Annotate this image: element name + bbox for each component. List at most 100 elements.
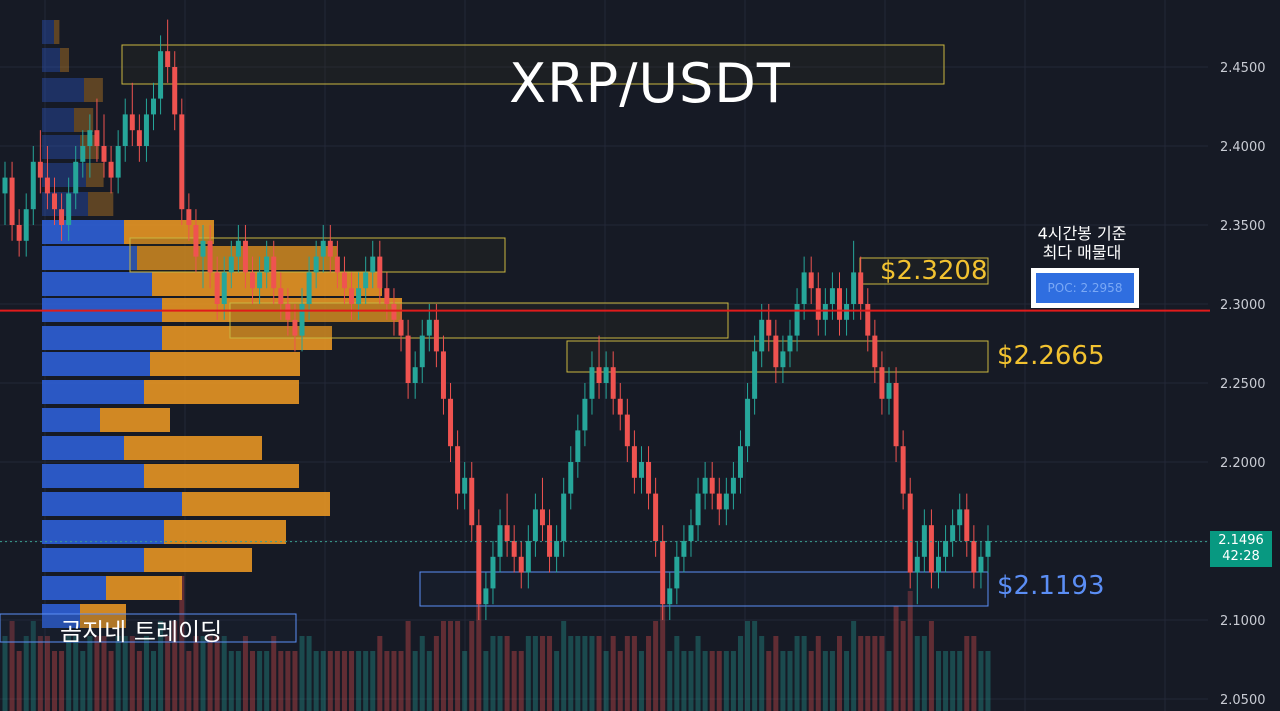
candle-body [844, 304, 850, 320]
candle-body [702, 477, 708, 494]
candle-body [525, 541, 531, 573]
volume-bar [398, 651, 404, 711]
volume-bar [158, 621, 164, 711]
volume-bar [257, 651, 263, 711]
candle-body [596, 367, 602, 383]
volume-bar [688, 651, 694, 711]
volume-profile-buy [42, 548, 144, 572]
volume-bar [115, 636, 121, 711]
volume-bar [836, 636, 842, 711]
volume-bar [384, 651, 390, 711]
candle-body [815, 288, 821, 320]
volume-bar [766, 651, 772, 711]
volume-bar [667, 651, 673, 711]
volume-bar [589, 636, 595, 711]
candle-body [101, 146, 107, 162]
volume-bar [914, 636, 920, 711]
volume-bar [363, 651, 369, 711]
volume-bar [752, 621, 758, 711]
volume-profile-buy [42, 272, 152, 296]
volume-bar [151, 651, 157, 711]
candle-body [554, 541, 560, 557]
candle-body [179, 114, 185, 210]
y-tick-label: 2.1000 [1220, 614, 1266, 629]
volume-bar [327, 651, 333, 711]
volume-profile-sell [150, 352, 300, 376]
volume-bar [787, 651, 793, 711]
volume-profile-buy [42, 464, 144, 488]
candle-body [299, 304, 305, 336]
volume-profile-sell [88, 192, 114, 216]
candle-body [582, 398, 588, 431]
volume-profile-sell [124, 220, 214, 244]
volume-bar [674, 636, 680, 711]
volume-profile-buy [42, 604, 80, 628]
volume-bar [935, 651, 941, 711]
volume-bar [320, 651, 326, 711]
volume-bar [9, 621, 15, 711]
candle-body [737, 446, 743, 478]
candle-body [30, 161, 36, 210]
volume-bar [801, 636, 807, 711]
volume-bar [412, 651, 418, 711]
candle-body [723, 493, 729, 510]
candle-body [638, 462, 644, 478]
candle-body [377, 256, 383, 289]
volume-bar [879, 636, 885, 711]
volume-bar [638, 651, 644, 711]
volume-bar [66, 636, 72, 711]
volume-bar [893, 606, 899, 711]
candle-body [511, 541, 517, 557]
candle-body [836, 288, 842, 320]
candle-body [893, 383, 899, 447]
volume-profile-sell [60, 48, 69, 72]
volume-profile-sell [144, 548, 252, 572]
volume-bar [490, 636, 496, 711]
volume-bar [539, 636, 545, 711]
volume-bar [73, 636, 79, 711]
candle-body [985, 541, 991, 557]
candle-body [257, 272, 263, 289]
candle-body [858, 272, 864, 304]
volume-bar [292, 651, 298, 711]
volume-bar [561, 621, 567, 711]
candle-body [66, 193, 72, 225]
candle-body [688, 525, 694, 541]
volume-bar [575, 636, 581, 711]
volume-bar [865, 636, 871, 711]
volume-bar [737, 636, 743, 711]
volume-bar [193, 636, 199, 711]
candle-body [440, 351, 446, 399]
volume-bar [596, 636, 602, 711]
candle-body [207, 240, 213, 273]
candle-body [426, 319, 432, 336]
candle-body [766, 319, 772, 336]
candle-body [589, 367, 595, 399]
candle-body [518, 556, 524, 573]
volume-profile-buy [42, 520, 164, 544]
volume-profile-sell [182, 492, 330, 516]
candle-body [136, 130, 142, 146]
volume-bar [554, 651, 560, 711]
volume-bar [511, 651, 517, 711]
candle-body [547, 525, 553, 557]
candle-body [16, 225, 22, 241]
volume-bar [264, 651, 270, 711]
volume-bar [52, 651, 58, 711]
candle-body [667, 588, 673, 605]
volume-bar [235, 651, 241, 711]
candle-body [44, 177, 50, 194]
poc-line [0, 309, 1210, 543]
volume-profile-buy [42, 492, 182, 516]
volume-bar [582, 636, 588, 711]
current-price: 2.1496 [1218, 533, 1264, 548]
candle-body [80, 146, 86, 162]
candle-body [129, 114, 135, 131]
volume-bar [759, 636, 765, 711]
y-tick-label: 2.3000 [1220, 298, 1266, 313]
volume-profile-sell [80, 604, 126, 628]
volume-bar [745, 621, 751, 711]
candle-body [624, 414, 630, 447]
candle-body [794, 304, 800, 336]
